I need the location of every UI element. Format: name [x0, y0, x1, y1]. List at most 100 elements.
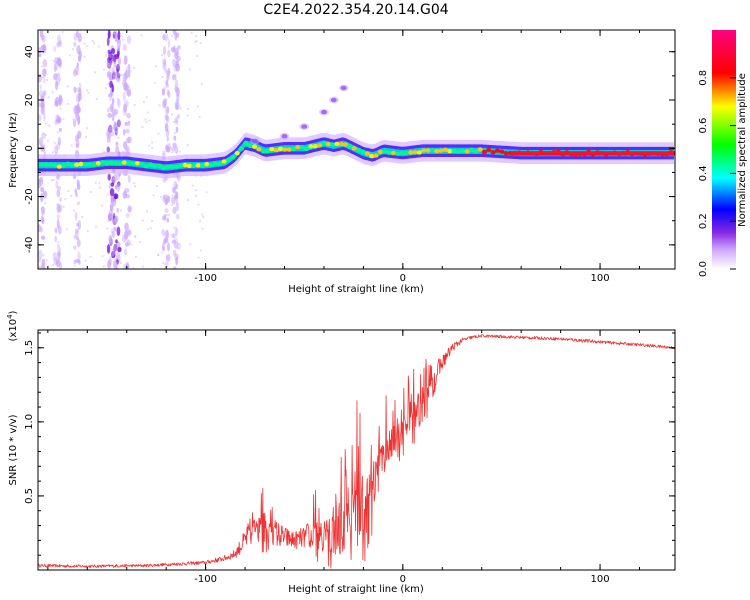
branch-halo [328, 96, 339, 104]
noise-speck [186, 144, 189, 147]
noise-speck [122, 107, 127, 117]
noise-speck [167, 91, 171, 99]
noise-speck [151, 141, 154, 144]
noise-speck [124, 229, 129, 240]
noise-speck [57, 221, 60, 224]
noise-speck [62, 205, 65, 208]
ridge-core [130, 161, 136, 166]
ridge-core [360, 149, 366, 155]
noise-speck [174, 253, 179, 261]
noise-speck [115, 239, 118, 244]
snr-ytick-label: 0.5 [24, 488, 35, 504]
noise-speck [55, 180, 59, 189]
noise-speck [56, 42, 61, 48]
noise-speck [40, 65, 43, 68]
spectrogram-frame [37, 29, 676, 270]
ridge-core [468, 147, 475, 153]
ridge-core [290, 146, 297, 151]
noise-speck [54, 100, 59, 107]
noise-speck [161, 229, 166, 236]
snr-panel: -100 0 100 0.5 1.0 1.5 Height of straight lin… [6, 310, 676, 595]
noise-speck [106, 193, 109, 196]
noise-speck [75, 236, 80, 241]
noise-speck [56, 213, 61, 221]
snr-xtick-label: 100 [591, 574, 610, 585]
branch-halo [249, 137, 260, 145]
noise-speck [168, 71, 171, 74]
ridge-core [147, 162, 154, 167]
noise-speck [62, 118, 65, 121]
noise-speck [107, 112, 113, 118]
noise-speck [195, 189, 198, 192]
ridge-core [113, 160, 119, 166]
snr-xtick-label: -100 [194, 574, 217, 585]
noise-speck [40, 193, 44, 202]
noise-speck [170, 204, 173, 207]
noise-speck [117, 57, 121, 66]
noise-speck [74, 211, 78, 221]
ridge-core [299, 144, 305, 150]
noise-speck [201, 227, 204, 230]
noise-speck [74, 188, 77, 194]
noise-speck [52, 264, 55, 267]
noise-speck [76, 106, 82, 113]
ridge-core [486, 147, 492, 152]
noise-speck [167, 49, 171, 58]
noise-speck [107, 132, 112, 139]
noise-speck [77, 32, 82, 43]
snr-axes: -100 0 100 0.5 1.0 1.5 [24, 330, 675, 585]
noise-speck [54, 227, 58, 234]
noise-speck [178, 150, 181, 153]
ridge-core [382, 149, 388, 154]
noise-speck [174, 191, 179, 198]
noise-speck [127, 229, 132, 236]
noise-speck [104, 87, 107, 90]
noise-speck [133, 66, 136, 69]
ridge-core [377, 149, 383, 155]
noise-speck [163, 178, 166, 181]
noise-speck [56, 189, 61, 198]
noise-speck [72, 118, 77, 128]
noise-speck [75, 139, 80, 148]
noise-speck [172, 142, 177, 148]
noise-speck [109, 188, 115, 197]
ridge-core [304, 146, 310, 152]
snr-multiplier-exp: 4 [6, 314, 14, 319]
noise-speck [101, 255, 104, 258]
noise-speck [45, 122, 48, 125]
noise-speck [145, 96, 148, 99]
noise-speck [173, 120, 176, 123]
noise-speck [166, 89, 170, 96]
noise-speck [40, 46, 43, 49]
spectrogram-marks [38, 30, 675, 269]
noise-speck [200, 249, 203, 252]
ridge-core [100, 160, 106, 165]
noise-speck [124, 103, 127, 106]
ridge-core [494, 148, 501, 153]
noise-speck [165, 98, 168, 101]
noise-speck [68, 54, 71, 57]
colorbar-tick-label: 0.2 [698, 213, 709, 229]
noise-speck [41, 76, 44, 79]
noise-speck [108, 234, 113, 244]
noise-speck [57, 34, 61, 44]
noise-speck [107, 174, 111, 181]
noise-speck [57, 225, 62, 235]
ridge-core [134, 161, 140, 166]
noise-speck [127, 190, 130, 193]
noise-speck [42, 254, 45, 257]
ridge-core [199, 163, 206, 169]
spectrogram-ytick-label: -20 [24, 188, 35, 204]
noise-speck [94, 181, 97, 184]
ridge-core [234, 150, 240, 156]
ridge-core [208, 163, 214, 168]
noise-speck [134, 234, 137, 237]
noise-speck [76, 133, 80, 140]
noise-speck [125, 193, 130, 199]
noise-speck [77, 55, 82, 63]
ridge-core [421, 148, 427, 153]
noise-speck [76, 179, 79, 187]
noise-speck [111, 97, 115, 106]
noise-speck [151, 219, 154, 222]
noise-speck [134, 236, 137, 239]
